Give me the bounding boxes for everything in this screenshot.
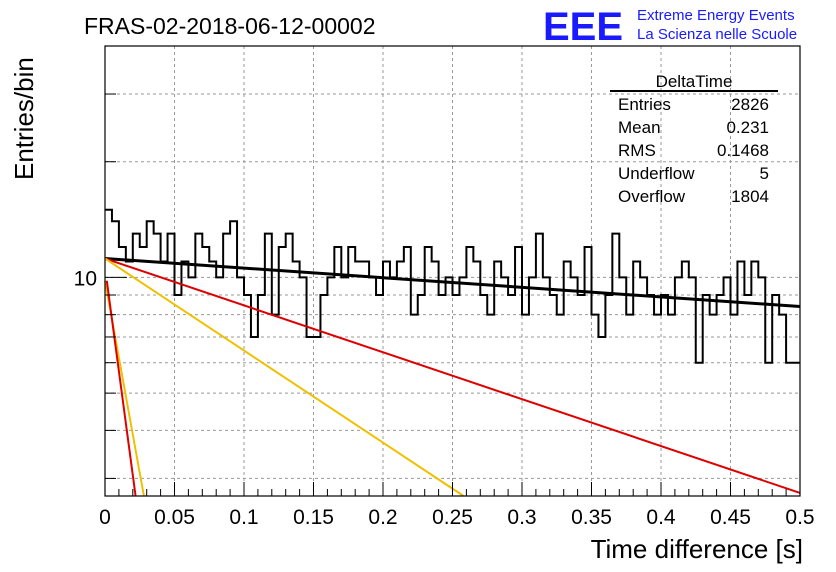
- fit-red-steep-line: [105, 280, 137, 497]
- project-name-line1: Extreme Energy Events: [637, 7, 795, 24]
- run-title: FRAS-02-2018-06-12-00002: [84, 13, 376, 39]
- x-tick-label: 0.05: [154, 506, 195, 529]
- stats-value: 0.231: [726, 118, 769, 137]
- stats-label: Entries: [618, 95, 671, 114]
- axes: 0 0.05 0.1 0.15 0.2 0.25 0.3 0.35 0.4 0.45 0.5 10: [74, 45, 815, 529]
- x-tick-label: 0.45: [710, 506, 751, 529]
- histogram-outline: [105, 208, 800, 364]
- grid: [105, 46, 800, 496]
- stats-title: DeltaTime: [656, 72, 733, 91]
- x-tick-label: 0.3: [507, 506, 536, 529]
- fit-red-line: [104, 257, 801, 494]
- y-axis-label: Entries/bin: [9, 57, 39, 180]
- fit-yellow-line: [104, 257, 465, 497]
- x-tick-label: 0.2: [368, 506, 397, 529]
- x-tick-label: 0.1: [229, 506, 258, 529]
- project-name-line2: La Scienza nelle Scuole: [637, 26, 797, 43]
- stats-label: Overflow: [618, 187, 686, 206]
- x-tick-label: 0: [99, 506, 111, 529]
- x-tick-label: 0.5: [785, 506, 814, 529]
- histogram: [105, 208, 800, 364]
- eee-logo: EEE: [543, 5, 623, 49]
- x-axis-label: Time difference [s]: [591, 534, 803, 564]
- fit-curves: [104, 257, 801, 497]
- x-tick-label: 0.35: [571, 506, 612, 529]
- x-tick-label: 0.4: [646, 506, 676, 529]
- stats-label: Underflow: [618, 164, 695, 183]
- stats-label: Mean: [618, 118, 661, 137]
- stats-value: 5: [760, 164, 769, 183]
- stats-value: 0.1468: [717, 141, 769, 160]
- x-tick-label: 0.25: [432, 506, 473, 529]
- stats-box: DeltaTime Entries 2826 Mean 0.231 RMS 0.1468 U…: [610, 72, 778, 206]
- y-tick-label: 10: [74, 267, 97, 290]
- stats-rows: Entries 2826 Mean 0.231 RMS 0.1468 Underflow 5 O…: [618, 95, 769, 206]
- stats-label: RMS: [618, 141, 656, 160]
- fit-main-line: [104, 257, 801, 309]
- stats-value: 2826: [731, 95, 769, 114]
- stats-value: 1804: [731, 187, 769, 206]
- x-tick-label: 0.15: [293, 506, 334, 529]
